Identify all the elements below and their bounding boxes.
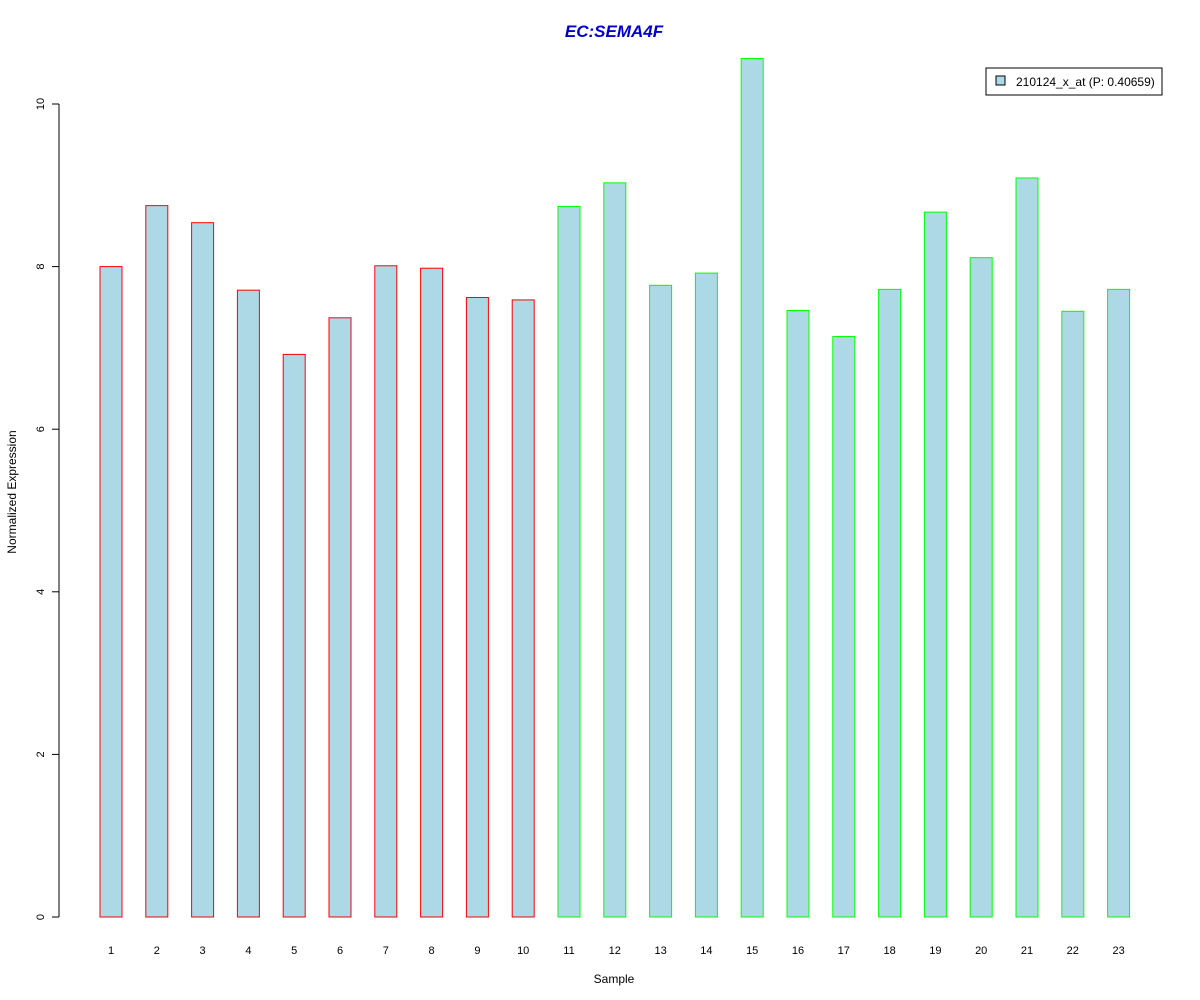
- bar-sample-20: [969, 257, 993, 918]
- bar-sample-18: [878, 288, 902, 918]
- bar-sample-10: [511, 299, 535, 918]
- bar-sample-3: [191, 222, 215, 918]
- x-tick-label: 7: [383, 945, 389, 957]
- bar-sample-19: [923, 211, 947, 918]
- x-tick-label: 17: [838, 945, 850, 957]
- x-tick-label: 14: [700, 945, 712, 957]
- bar-sample-6: [328, 317, 352, 918]
- y-tick-label: 8: [35, 264, 47, 270]
- legend-box: [985, 67, 1163, 96]
- bar-sample-2: [145, 205, 169, 918]
- bar-sample-1: [99, 266, 123, 918]
- x-tick-label: 12: [609, 945, 621, 957]
- x-tick-label: 21: [1021, 945, 1033, 957]
- y-tick-label: 10: [35, 98, 47, 110]
- y-tick-label: 2: [35, 751, 47, 757]
- bar-sample-9: [465, 296, 489, 918]
- x-tick-label: 6: [337, 945, 343, 957]
- x-tick-label: 2: [154, 945, 160, 957]
- bar-sample-21: [1015, 177, 1039, 918]
- x-tick-label: 23: [1112, 945, 1124, 957]
- x-tick-label: 22: [1067, 945, 1079, 957]
- x-tick-label: 3: [200, 945, 206, 957]
- x-tick-label: 18: [883, 945, 895, 957]
- y-tick-label: 4: [35, 589, 47, 595]
- bar-sample-22: [1061, 310, 1085, 918]
- bar-sample-14: [694, 272, 718, 918]
- x-tick-label: 9: [474, 945, 480, 957]
- x-tick-label: 10: [517, 945, 529, 957]
- x-tick-label: 20: [975, 945, 987, 957]
- x-tick-label: 11: [563, 945, 574, 957]
- x-tick-label: 16: [792, 945, 804, 957]
- y-axis-label: Normalized Expression: [5, 430, 19, 553]
- chart-title: EC:SEMA4F: [565, 22, 664, 41]
- y-tick-label: 6: [35, 426, 47, 432]
- x-tick-label: 4: [245, 945, 251, 957]
- x-axis-tick-labels: 1 2 3 4 5 6 7 8 9 10 11 12 13 14 15 16 17 18 19 20 21 22 23: [108, 945, 1125, 957]
- bar-sample-7: [374, 265, 398, 918]
- bar-sample-12: [603, 182, 627, 918]
- y-axis-ticks: 0 2 4 6 8 10: [35, 98, 59, 920]
- bar-sample-4: [236, 289, 260, 918]
- x-tick-label: 13: [654, 945, 666, 957]
- bar-sample-23: [1107, 288, 1131, 918]
- x-axis-label: Sample: [594, 972, 635, 986]
- x-tick-label: 5: [291, 945, 297, 957]
- bar-sample-11: [557, 205, 581, 918]
- legend-entry-label: 210124_x_at (P: 0.40659): [1016, 75, 1155, 89]
- bar-sample-5: [282, 353, 306, 918]
- bars: [99, 57, 1131, 918]
- bar-sample-15: [740, 57, 764, 918]
- x-tick-label: 1: [108, 945, 114, 957]
- x-tick-label: 8: [429, 945, 435, 957]
- legend: 210124_x_at (P: 0.40659): [985, 67, 1163, 96]
- x-tick-label: 19: [929, 945, 941, 957]
- bar-sample-16: [786, 310, 810, 918]
- x-tick-label: 15: [746, 945, 758, 957]
- bar-sample-8: [420, 267, 444, 918]
- legend-swatch: [995, 75, 1006, 86]
- y-tick-label: 0: [35, 914, 47, 920]
- bar-sample-13: [649, 284, 673, 918]
- bar-sample-17: [832, 336, 856, 918]
